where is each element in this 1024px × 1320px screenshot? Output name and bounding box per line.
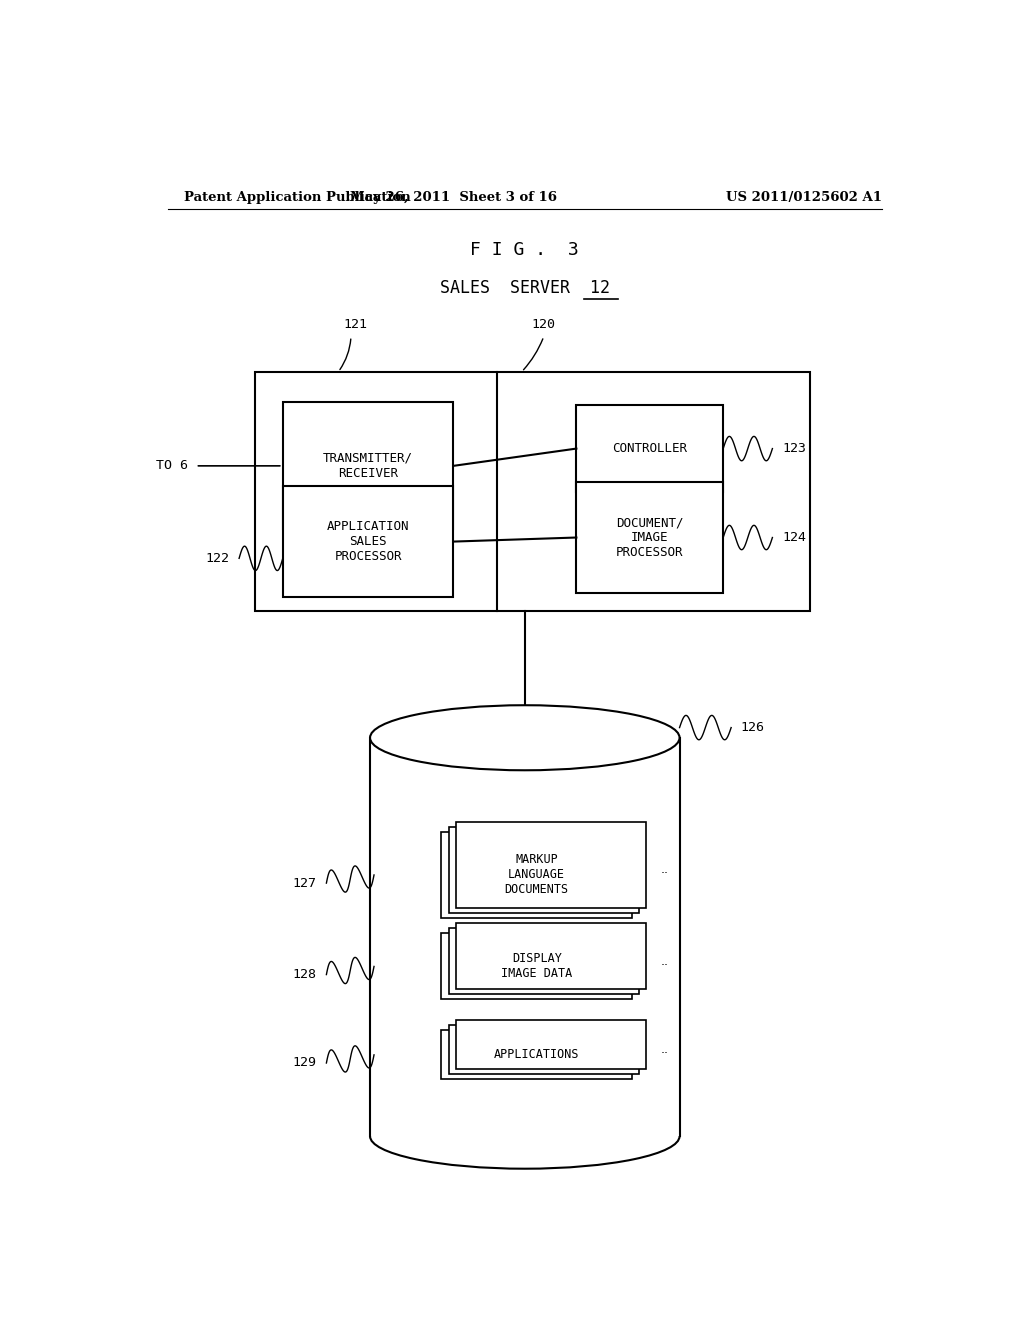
Text: 128: 128 [293,968,316,981]
Text: ..: .. [660,1043,669,1056]
Bar [449,826,639,913]
Text: DOCUMENT/
IMAGE
PROCESSOR: DOCUMENT/ IMAGE PROCESSOR [616,516,684,558]
Bar [456,923,646,989]
Text: US 2011/0125602 A1: US 2011/0125602 A1 [726,190,882,203]
Bar [283,403,454,529]
Text: CONTROLLER: CONTROLLER [612,442,687,455]
Text: 126: 126 [740,721,765,734]
Bar [283,486,454,598]
Text: 121: 121 [343,318,367,331]
Bar [441,1031,632,1080]
Text: ..: .. [660,863,669,876]
Bar [577,482,723,594]
Text: 129: 129 [293,1056,316,1069]
Text: 124: 124 [782,531,806,544]
Bar [441,933,632,999]
Text: ..: .. [660,954,669,968]
Text: TRANSMITTER/
RECEIVER: TRANSMITTER/ RECEIVER [323,451,413,480]
Bar [456,1020,646,1069]
Ellipse shape [370,705,680,771]
Text: APPLICATION
SALES
PROCESSOR: APPLICATION SALES PROCESSOR [327,520,410,564]
Text: 122: 122 [206,552,229,565]
Bar [255,372,811,611]
Bar [441,832,632,919]
Text: MARKUP
LANGUAGE
DOCUMENTS: MARKUP LANGUAGE DOCUMENTS [505,854,568,896]
Text: May 26, 2011  Sheet 3 of 16: May 26, 2011 Sheet 3 of 16 [350,190,557,203]
Bar [449,928,639,994]
Bar [577,405,723,492]
Text: DISPLAY
IMAGE DATA: DISPLAY IMAGE DATA [501,953,572,981]
Text: SALES  SERVER  12: SALES SERVER 12 [439,280,610,297]
Bar [370,738,680,1137]
Text: APPLICATIONS: APPLICATIONS [494,1048,580,1061]
Text: Patent Application Publication: Patent Application Publication [183,190,411,203]
Bar [456,821,646,908]
Text: 123: 123 [782,442,806,455]
Text: 127: 127 [293,876,316,890]
Bar [449,1026,639,1074]
Text: 120: 120 [531,318,556,331]
Text: F I G .  3: F I G . 3 [470,240,580,259]
Text: TO 6: TO 6 [156,459,187,473]
